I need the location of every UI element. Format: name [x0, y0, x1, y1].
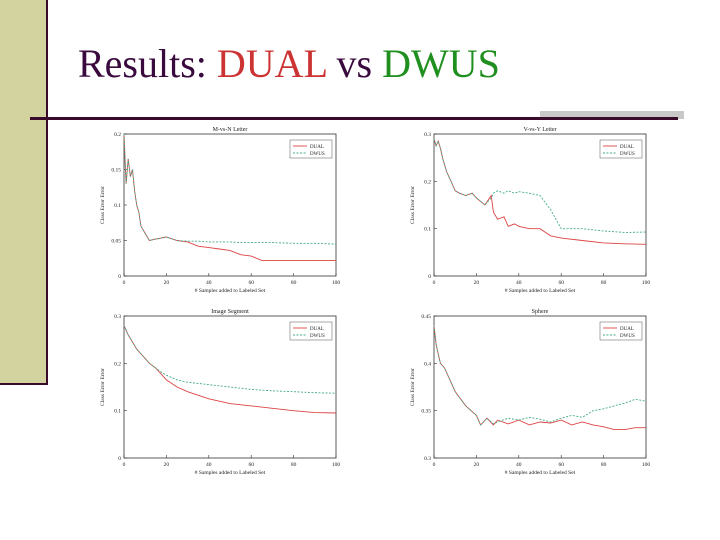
plot-frame [433, 315, 647, 459]
series-line-dual [123, 325, 337, 414]
x-tick-label: 20 [164, 462, 170, 468]
title-dwus: DWUS [382, 41, 500, 86]
x-tick-label: 80 [291, 280, 297, 286]
y-tick-label: 0.3 [424, 132, 431, 138]
x-axis-label: # Samples added to Labeled Set [195, 470, 266, 476]
chart-svg: V-vs-Y Letter 0 20 40 60 80 100 0 0.1 0.2 0.3 # Sam… [410, 127, 651, 294]
x-tick-label: 100 [642, 280, 651, 286]
y-tick-label: 0.1 [114, 409, 121, 415]
x-tick-label: 60 [558, 462, 564, 468]
title-dual: DUAL [216, 41, 327, 86]
x-tick-label: 0 [123, 280, 126, 286]
title-prefix: Results: [78, 41, 217, 86]
slide-title: Results: DUAL vs DWUS [78, 40, 500, 87]
chart-m-vs-n-letter: M-vs-N Letter 0 20 40 60 80 100 0 0.05 0.1 0.15 0.2… [94, 124, 344, 302]
x-tick-label: 80 [601, 280, 607, 286]
plot-frame [123, 315, 337, 459]
plot-frame [433, 133, 647, 277]
x-tick-label: 40 [516, 462, 522, 468]
legend-box [289, 139, 333, 159]
y-tick-label: 0.05 [111, 239, 121, 245]
legend-label: DWUS [310, 152, 325, 157]
y-tick-label: 0.2 [114, 132, 121, 138]
chart-sphere: Sphere 0 20 40 60 80 100 0.3 0.35 0.4 0.45 # Sample… [404, 306, 654, 484]
y-axis-label: Class Error Error [410, 368, 416, 406]
x-tick-label: 20 [474, 462, 480, 468]
chart-svg: Image Segment 0 20 40 60 80 100 0 0.1 0.2 0.3 # Sam… [100, 309, 341, 476]
x-axis-label: # Samples added to Labeled Set [505, 288, 576, 294]
y-tick-label: 0.2 [114, 361, 121, 367]
y-tick-label: 0.1 [424, 227, 431, 233]
chart-svg: Sphere 0 20 40 60 80 100 0.3 0.35 0.4 0.45 # Sample… [410, 309, 651, 476]
x-tick-label: 80 [601, 462, 607, 468]
y-tick-label: 0 [118, 274, 121, 280]
y-axis-label: Class Error Error [410, 186, 416, 224]
y-axis-label: Class Error Error [100, 368, 106, 406]
x-tick-label: 100 [332, 462, 341, 468]
legend-box [599, 139, 643, 159]
legend-label: DWUS [310, 334, 325, 339]
chart-title: V-vs-Y Letter [523, 127, 556, 133]
x-tick-label: 60 [558, 280, 564, 286]
legend-label: DUAL [620, 145, 634, 150]
legend-box [289, 321, 333, 341]
series-line-dwus [123, 133, 337, 245]
chart-title: Image Segment [211, 309, 249, 315]
series-line-dwus [123, 325, 337, 394]
x-tick-label: 60 [248, 462, 254, 468]
y-tick-label: 0 [118, 456, 121, 462]
chart-title: Sphere [532, 309, 549, 315]
title-rule-accent [540, 111, 684, 119]
x-tick-label: 40 [206, 280, 212, 286]
x-axis-label: # Samples added to Labeled Set [505, 470, 576, 476]
series-line-dual [433, 138, 647, 245]
chart-svg: M-vs-N Letter 0 20 40 60 80 100 0 0.05 0.1 0.15 0.2… [100, 127, 341, 294]
x-tick-label: 0 [123, 462, 126, 468]
series-line-dual [433, 325, 646, 431]
y-axis-label: Class Error Error [100, 186, 106, 224]
legend-label: DUAL [620, 327, 634, 332]
y-tick-label: 0.45 [421, 314, 431, 320]
y-tick-label: 0.2 [424, 179, 431, 185]
x-tick-label: 100 [332, 280, 341, 286]
sidebar-band [0, 0, 48, 385]
y-tick-label: 0 [428, 274, 431, 280]
x-tick-label: 0 [433, 462, 436, 468]
legend-box [599, 321, 643, 341]
x-axis-label: # Samples added to Labeled Set [195, 288, 266, 294]
y-tick-label: 0.3 [114, 314, 121, 320]
x-tick-label: 60 [248, 280, 254, 286]
series-line-dwus [433, 325, 647, 426]
y-tick-label: 0.15 [111, 168, 121, 174]
chart-title: M-vs-N Letter [213, 127, 248, 133]
x-tick-label: 80 [291, 462, 297, 468]
y-tick-label: 0.1 [114, 203, 121, 209]
legend-label: DUAL [310, 327, 324, 332]
legend-label: DWUS [620, 334, 635, 339]
x-tick-label: 40 [206, 462, 212, 468]
y-tick-label: 0.4 [424, 361, 431, 367]
title-vs: vs [326, 41, 383, 86]
chart-v-vs-y-letter: V-vs-Y Letter 0 20 40 60 80 100 0 0.1 0.2 0.3 # Sam… [404, 124, 654, 302]
y-tick-label: 0.35 [421, 409, 431, 415]
x-tick-label: 0 [433, 280, 436, 286]
x-tick-label: 100 [642, 462, 651, 468]
x-tick-label: 20 [164, 280, 170, 286]
legend-label: DUAL [310, 145, 324, 150]
chart-image-segment: Image Segment 0 20 40 60 80 100 0 0.1 0.2 0.3 # Sam… [94, 306, 344, 484]
legend-label: DWUS [620, 152, 635, 157]
title-rule [30, 117, 678, 120]
x-tick-label: 20 [474, 280, 480, 286]
x-tick-label: 40 [516, 280, 522, 286]
y-tick-label: 0.3 [424, 456, 431, 462]
series-line-dwus [433, 138, 647, 233]
